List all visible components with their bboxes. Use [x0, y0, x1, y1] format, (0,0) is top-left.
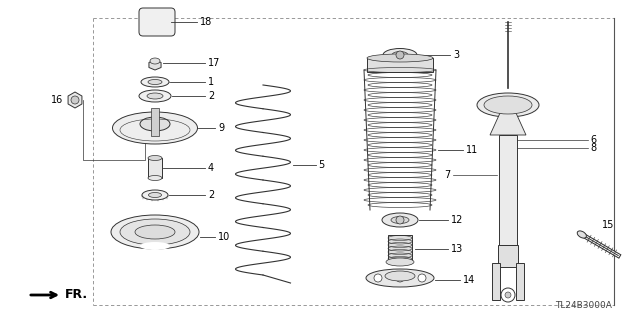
Ellipse shape [577, 231, 586, 238]
Text: 8: 8 [590, 143, 596, 153]
Bar [498, 245, 518, 267]
Ellipse shape [142, 190, 168, 200]
Ellipse shape [477, 93, 539, 117]
Ellipse shape [366, 269, 434, 287]
Circle shape [374, 274, 382, 282]
Ellipse shape [120, 219, 190, 245]
Circle shape [396, 216, 404, 224]
Polygon shape [492, 263, 500, 300]
Text: 9: 9 [218, 123, 224, 133]
Ellipse shape [148, 192, 161, 197]
Text: 11: 11 [466, 145, 478, 155]
Ellipse shape [147, 93, 163, 99]
Text: FR.: FR. [65, 288, 88, 301]
Text: 16: 16 [51, 95, 63, 105]
Ellipse shape [391, 217, 409, 224]
Text: 2: 2 [208, 91, 214, 101]
Ellipse shape [148, 79, 162, 85]
Text: 3: 3 [453, 50, 459, 60]
Text: 2: 2 [208, 190, 214, 200]
Circle shape [505, 292, 511, 298]
Ellipse shape [367, 54, 433, 62]
FancyBboxPatch shape [139, 8, 175, 36]
Polygon shape [516, 263, 524, 300]
Text: 10: 10 [218, 232, 230, 242]
Ellipse shape [139, 90, 171, 102]
Bar [148, 158, 162, 178]
Ellipse shape [385, 271, 415, 281]
Bar [499, 135, 517, 245]
Polygon shape [68, 92, 82, 108]
Text: 18: 18 [200, 17, 212, 27]
Ellipse shape [382, 213, 418, 227]
Bar [151, 108, 159, 136]
Text: 13: 13 [451, 244, 463, 254]
Ellipse shape [150, 58, 160, 64]
Ellipse shape [140, 117, 170, 131]
Ellipse shape [148, 175, 162, 181]
Text: TL24B3000A: TL24B3000A [555, 301, 612, 310]
Text: 12: 12 [451, 215, 463, 225]
Text: 17: 17 [208, 58, 220, 68]
Circle shape [71, 96, 79, 104]
Ellipse shape [135, 225, 175, 239]
Ellipse shape [383, 48, 417, 62]
Circle shape [396, 51, 404, 59]
Text: 15: 15 [602, 220, 614, 230]
Text: 6: 6 [590, 135, 596, 145]
Text: 4: 4 [208, 163, 214, 173]
Polygon shape [149, 60, 161, 70]
Ellipse shape [140, 242, 170, 250]
Circle shape [396, 274, 404, 282]
Ellipse shape [386, 258, 414, 266]
Ellipse shape [148, 155, 162, 160]
Circle shape [418, 274, 426, 282]
Circle shape [501, 288, 515, 302]
Text: 1: 1 [208, 77, 214, 87]
Ellipse shape [141, 77, 169, 87]
Ellipse shape [111, 215, 199, 249]
Polygon shape [490, 113, 526, 135]
Ellipse shape [113, 112, 198, 144]
Ellipse shape [484, 96, 532, 114]
Text: 14: 14 [463, 275, 476, 285]
Bar [367, 58, 433, 72]
Text: 7: 7 [444, 170, 450, 180]
Bar [388, 235, 412, 262]
Ellipse shape [392, 51, 408, 58]
Text: 5: 5 [319, 160, 324, 170]
